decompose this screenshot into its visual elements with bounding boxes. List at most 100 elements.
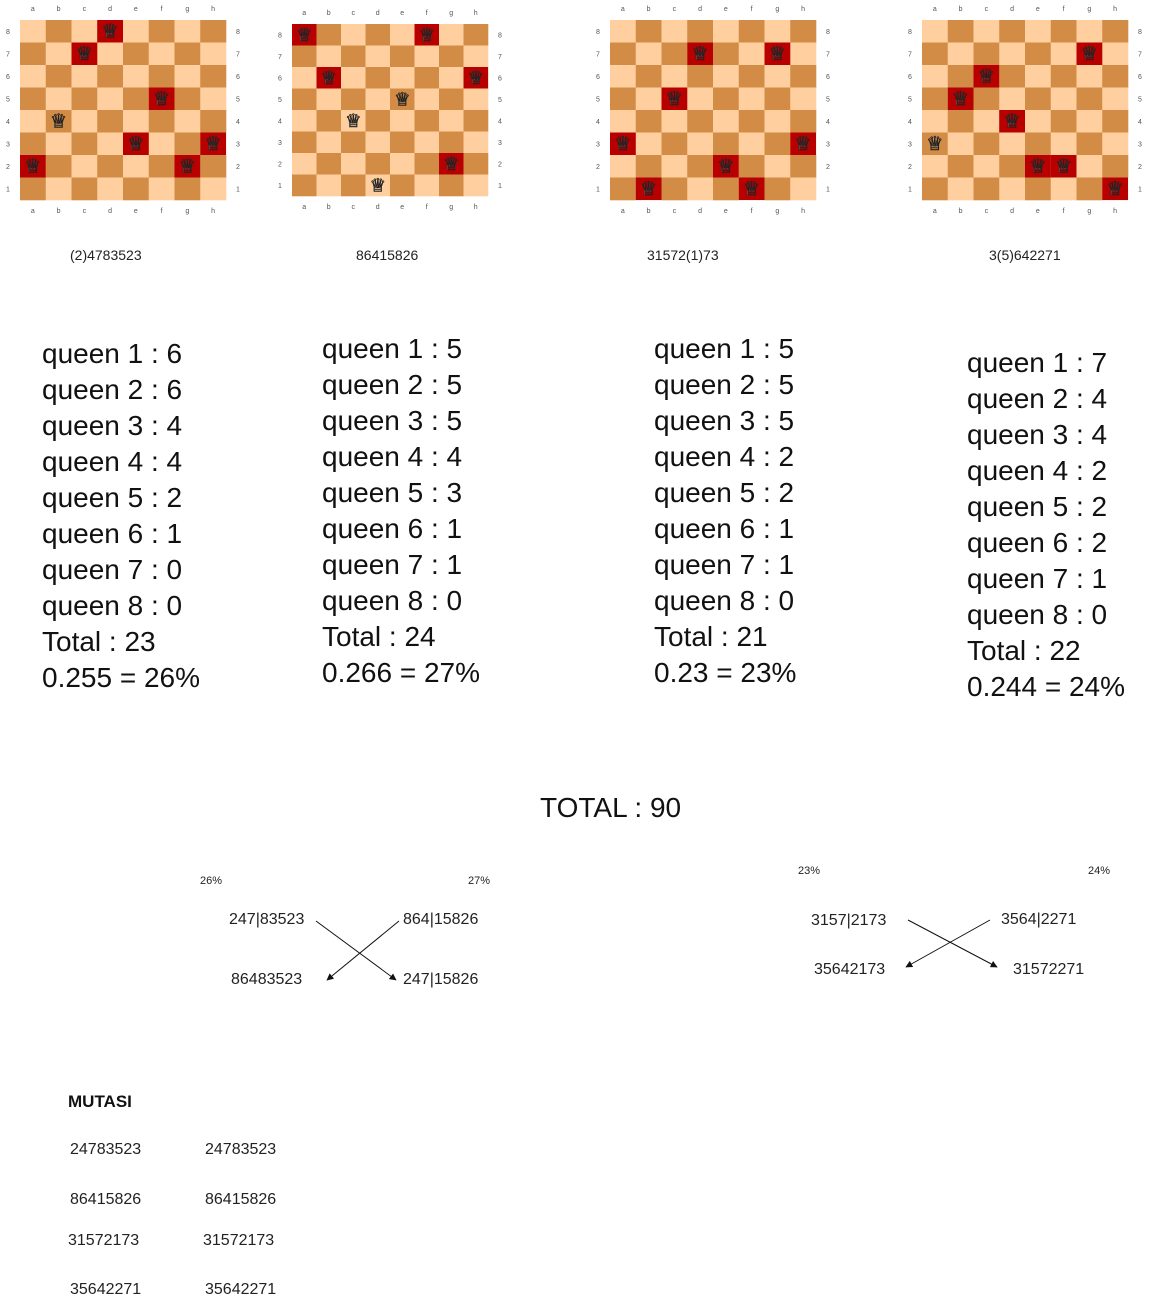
file-label: c [352,204,356,211]
board-square [439,131,464,154]
board-square [390,131,415,154]
rank-label: 3 [498,140,502,147]
rank-label: 6 [908,74,912,81]
rank-label: 2 [596,164,600,171]
board-square [316,45,342,68]
board-square [973,177,1000,201]
board-svg: a a b b c c d d e e f f g g h h 8 8 7 7 6 6 5 5 4 4 3 3 2 2 1 1 ♕ ♕ ♕ ♕ ♕ ♕ ♕ ♕ [908,6,1142,215]
board-square [439,67,464,89]
board-square [365,88,391,111]
attacked-square [687,42,713,65]
stat-line: queen 5 : 3 [322,477,463,508]
board-square [661,20,688,43]
file-label: e [1036,6,1040,13]
attacked-square [661,87,688,110]
rank-label: 1 [908,186,912,193]
rank-label: 8 [826,29,830,36]
board-caption-2: 86415826 [356,247,419,263]
file-label: e [400,204,404,211]
chessboard-4: a a b b c c d d e e f f g g h h 8 8 7 7 6 6 5 5 4 4 3 3 2 2 1 1 ♕ ♕ ♕ ♕ ♕ ♕ ♕ ♕ [902,0,1148,220]
crossover-2-child-left: 35642173 [814,961,886,978]
attacked-square [71,42,98,65]
board-square [439,24,464,46]
board-square [635,42,662,66]
queen-icon: ♕ [952,87,969,110]
board-square [973,155,1000,178]
rank-label: 4 [1138,119,1142,126]
board-square [1025,42,1052,66]
file-label: b [647,6,651,13]
file-label: c [83,208,87,215]
rank-label: 5 [908,96,912,103]
board-square [200,42,227,66]
board-square [738,42,765,66]
board-square [1076,87,1103,111]
file-label: b [57,6,61,13]
board-square [947,42,974,66]
file-label: e [400,10,404,17]
board-square [414,174,440,197]
board-square [947,20,974,43]
stat-total: Total : 22 [967,635,1081,666]
board-square [97,132,124,156]
board-square [635,132,662,156]
rank-label: 2 [278,161,282,168]
board-square [316,110,342,132]
rank-label: 2 [826,164,830,171]
rank-label: 3 [826,141,830,148]
rank-label: 1 [1138,186,1142,193]
board-square [1050,42,1077,66]
attacked-square [1102,177,1128,200]
board-square [687,65,714,88]
attacked-square [764,42,791,65]
crossover-arrow [326,920,400,981]
board-square [999,132,1026,156]
file-label: a [621,208,625,215]
rank-label: 8 [278,32,282,39]
rank-label: 6 [236,74,240,81]
board-square [123,20,150,43]
stat-line: queen 5 : 2 [967,491,1108,522]
queen-icon: ♕ [666,87,683,110]
attacked-square [999,110,1025,133]
board-square [635,110,662,133]
board-square [414,131,440,154]
file-label: g [775,6,779,13]
board-square [200,110,227,133]
stat-line: queen 1 : 5 [322,333,463,364]
board-square [148,132,175,156]
mutation-after-3: 31572173 [203,1232,275,1249]
board-square [341,88,366,111]
board-square [973,87,1000,111]
rank-label: 2 [498,161,502,168]
attack-stats-3: queen 1 : 5 queen 2 : 5 queen 3 : 5 quee… [654,331,796,691]
stat-line: queen 8 : 0 [322,585,463,616]
board-square [713,132,740,156]
file-label: c [985,208,989,215]
board-square [713,110,740,133]
board-square [661,155,688,178]
board-square [316,24,342,46]
file-label: a [933,6,937,13]
board-square [1076,20,1103,43]
board-square [790,177,817,201]
queen-icon: ♕ [468,68,484,89]
board-square [390,67,415,89]
rank-label: 1 [596,186,600,193]
rank-label: 6 [596,74,600,81]
board-square [200,87,227,111]
board-square [610,20,637,43]
board-square [1076,177,1103,201]
board-square [738,65,765,88]
board-square [790,42,817,66]
queen-icon: ♕ [76,42,93,65]
board-square [414,153,440,175]
board-square [713,87,740,111]
stat-line: queen 1 : 7 [967,347,1108,378]
board-square [45,132,72,156]
file-label: e [1036,208,1040,215]
board-caption-1: (2)4783523 [70,247,142,263]
queen-icon: ♕ [1107,177,1124,200]
board-square [20,110,47,133]
stat-line: queen 4 : 2 [654,441,795,472]
